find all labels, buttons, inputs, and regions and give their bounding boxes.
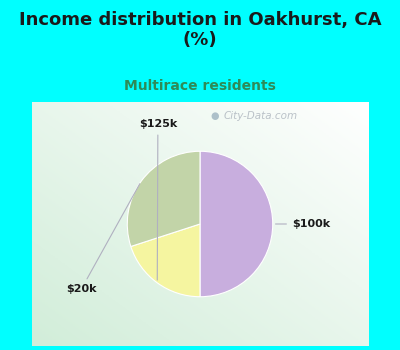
Text: $125k: $125k [139,119,177,280]
Wedge shape [131,224,200,297]
Text: Income distribution in Oakhurst, CA
(%): Income distribution in Oakhurst, CA (%) [19,10,381,49]
Text: ●: ● [210,111,219,121]
Text: Multirace residents: Multirace residents [124,79,276,93]
Text: City-Data.com: City-Data.com [224,111,298,121]
Text: $100k: $100k [276,219,330,229]
Wedge shape [127,151,200,246]
Wedge shape [200,151,273,297]
Text: $20k: $20k [66,184,140,294]
